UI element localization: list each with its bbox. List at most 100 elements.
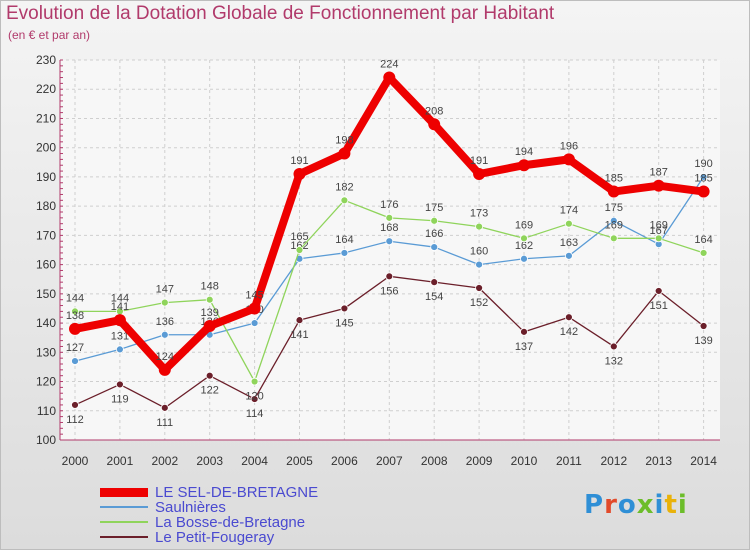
legend-swatch: [100, 521, 148, 523]
logo-letter: i: [677, 490, 688, 520]
data-label: 191: [290, 155, 308, 167]
x-tick-label: 2010: [511, 454, 538, 468]
chart-title: Evolution de la Dotation Globale de Fonc…: [6, 3, 555, 24]
legend-label: Le Petit-Fougeray: [155, 529, 275, 546]
data-point: [430, 243, 439, 251]
data-point: [652, 179, 665, 192]
logo-letter: t: [664, 490, 678, 520]
y-tick-label: 110: [37, 404, 56, 418]
legend-label: La Bosse-de-Bretagne: [155, 514, 306, 531]
x-tick-label: 2000: [62, 454, 89, 468]
data-point: [697, 185, 710, 198]
data-label: 132: [605, 355, 623, 367]
data-label: 137: [515, 341, 533, 353]
data-point: [609, 342, 618, 351]
data-label: 141: [111, 301, 129, 313]
data-point: [520, 254, 528, 263]
data-label: 185: [694, 173, 712, 185]
x-tick-label: 2002: [151, 454, 178, 468]
legend-swatch: [100, 536, 148, 538]
data-point: [473, 168, 486, 180]
data-label: 176: [380, 199, 398, 211]
data-point: [654, 234, 663, 243]
data-label: 136: [156, 316, 174, 328]
data-point: [565, 251, 573, 260]
data-point: [250, 319, 259, 327]
data-label: 191: [470, 155, 488, 167]
data-point: [205, 295, 214, 304]
data-label: 122: [201, 385, 219, 397]
data-label: 145: [335, 317, 353, 329]
data-point: [430, 278, 439, 287]
x-tick-label: 2009: [466, 454, 493, 468]
data-point: [428, 118, 441, 131]
x-tick-label: 2003: [196, 454, 223, 468]
data-label: 198: [335, 135, 353, 147]
data-label: 144: [66, 292, 84, 304]
data-label: 145: [245, 289, 263, 301]
data-label: 185: [605, 173, 623, 185]
logo-letter: i: [654, 490, 665, 520]
y-tick-label: 170: [36, 228, 56, 242]
y-tick-label: 190: [36, 170, 56, 184]
data-label: 169: [515, 219, 533, 231]
data-point: [609, 234, 618, 243]
data-label: 160: [470, 246, 488, 258]
data-label: 163: [560, 237, 578, 249]
data-point: [607, 185, 620, 198]
data-label: 164: [335, 234, 353, 246]
logo-letter: o: [617, 490, 637, 520]
data-label: 224: [380, 59, 398, 71]
data-label: 190: [694, 158, 712, 170]
legend-swatch: [100, 488, 148, 497]
data-label: 142: [560, 326, 578, 338]
data-label: 138: [66, 310, 84, 322]
x-tick-label: 2012: [600, 454, 627, 468]
data-label: 144: [111, 292, 129, 304]
data-point: [113, 314, 126, 327]
data-label: 139: [694, 335, 712, 347]
data-label: 165: [290, 231, 308, 243]
data-point: [518, 159, 530, 172]
data-point: [160, 298, 169, 307]
data-point: [385, 272, 394, 281]
data-point: [160, 403, 169, 412]
data-label: 168: [380, 222, 398, 234]
data-point: [158, 363, 171, 376]
data-point: [160, 330, 169, 339]
data-point: [295, 246, 304, 254]
y-tick-label: 210: [36, 111, 56, 125]
y-tick-label: 230: [36, 53, 56, 67]
data-point: [520, 327, 528, 336]
data-label: 173: [470, 208, 488, 220]
data-label: 162: [290, 240, 308, 252]
data-point: [295, 316, 304, 325]
logo-letter: r: [604, 490, 618, 520]
data-label: 120: [245, 391, 263, 403]
data-point: [475, 284, 484, 292]
data-point: [699, 249, 708, 257]
y-tick-label: 150: [36, 287, 56, 301]
x-tick-label: 2008: [421, 454, 448, 468]
data-label: 119: [111, 393, 129, 405]
data-label: 175: [425, 202, 443, 214]
data-label: 167: [650, 225, 668, 237]
data-label: 127: [66, 342, 84, 354]
data-label: 187: [650, 167, 668, 179]
data-label: 111: [156, 417, 173, 429]
data-label: 131: [111, 330, 129, 342]
data-point: [609, 216, 618, 225]
data-label: 166: [425, 228, 443, 240]
data-point: [385, 213, 394, 222]
data-point: [340, 196, 349, 205]
data-label: 152: [470, 297, 488, 309]
data-point: [565, 219, 573, 228]
data-point: [654, 287, 663, 295]
data-label: 124: [156, 351, 174, 363]
data-point: [248, 302, 261, 315]
data-label: 194: [515, 146, 533, 158]
data-label: 151: [650, 300, 668, 312]
data-point: [699, 173, 708, 181]
data-point: [340, 304, 349, 313]
